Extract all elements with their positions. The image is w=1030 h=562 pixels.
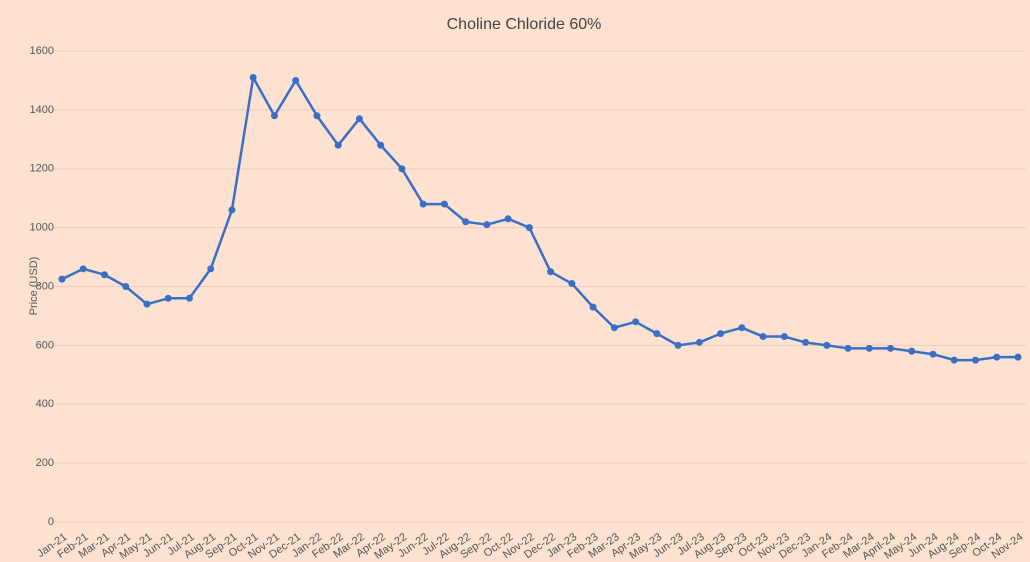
y-tick-label: 200 — [36, 457, 54, 469]
point — [313, 112, 321, 120]
point — [185, 294, 193, 302]
y-tick-label: 800 — [36, 280, 54, 292]
point — [419, 200, 427, 208]
point — [908, 347, 916, 355]
y-axis-label: Price (USD) — [28, 257, 40, 316]
point — [568, 280, 576, 288]
point — [717, 330, 725, 338]
point — [865, 344, 873, 352]
y-tick-label: 1000 — [30, 222, 54, 234]
point — [887, 344, 895, 352]
point — [462, 218, 470, 226]
point — [334, 141, 342, 149]
point — [355, 115, 363, 123]
point — [844, 344, 852, 352]
point — [759, 333, 767, 341]
point — [100, 271, 108, 279]
y-tick-label: 0 — [48, 516, 54, 528]
y-tick-label: 400 — [36, 398, 54, 410]
point — [398, 165, 406, 173]
point — [653, 330, 661, 338]
point — [802, 338, 810, 346]
point — [993, 353, 1001, 361]
point — [823, 341, 831, 349]
point — [377, 141, 385, 149]
point — [292, 76, 300, 84]
y-tick-label: 1200 — [30, 163, 54, 175]
y-tick-label: 1600 — [30, 45, 54, 57]
point — [270, 112, 278, 120]
point — [483, 221, 491, 229]
point — [610, 324, 618, 332]
point — [780, 333, 788, 341]
y-tick-label: 1400 — [30, 104, 54, 116]
point — [207, 265, 215, 273]
point — [79, 265, 87, 273]
point — [143, 300, 151, 308]
point — [164, 294, 172, 302]
line — [61, 76, 1018, 362]
point — [228, 206, 236, 214]
point — [504, 215, 512, 223]
point — [589, 303, 597, 311]
point — [950, 356, 958, 364]
point — [122, 283, 130, 290]
point — [249, 73, 257, 81]
point — [525, 224, 533, 232]
point — [440, 200, 448, 208]
point — [547, 268, 555, 276]
point — [632, 318, 640, 326]
point — [972, 356, 980, 364]
point — [695, 338, 703, 346]
point — [674, 341, 682, 349]
y-tick-label: 600 — [36, 339, 54, 351]
chart-title: Choline Chloride 60% — [447, 16, 602, 33]
point — [929, 350, 937, 358]
point — [738, 324, 746, 332]
point — [58, 275, 66, 283]
point — [1014, 353, 1022, 361]
